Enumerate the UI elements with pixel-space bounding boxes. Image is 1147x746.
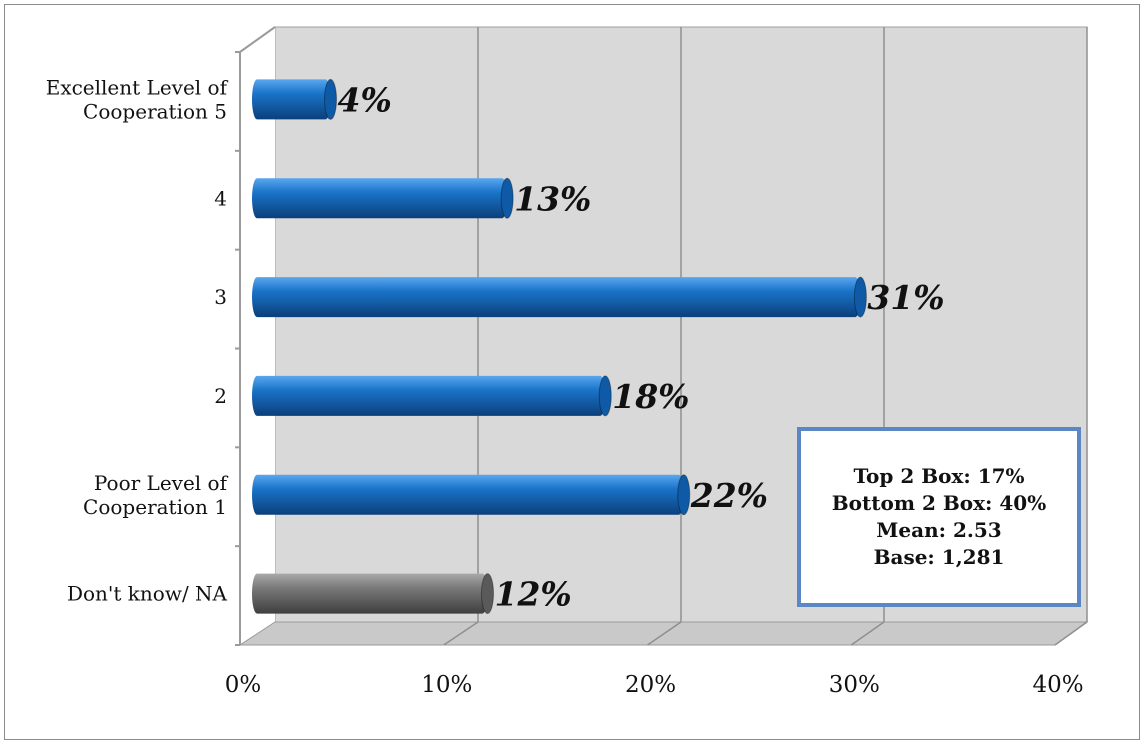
- bar-end-cap: [481, 573, 494, 615]
- plot-floor: [238, 621, 1089, 646]
- bar: [252, 573, 494, 615]
- mean-stat: Mean: 2.53: [876, 518, 1002, 542]
- bar-body: [252, 474, 684, 515]
- data-label: 22%: [690, 476, 768, 515]
- category-label-line: Poor Level of: [94, 471, 229, 495]
- category-label-line: Excellent Level of: [46, 75, 229, 99]
- category-label: Poor Level of Cooperation 1: [83, 471, 229, 519]
- floor-gridline: [850, 621, 885, 646]
- data-label: 4%: [338, 80, 392, 119]
- category-label-line: Cooperation 5: [83, 99, 227, 123]
- x-tick-labels: 0% 10% 20% 30% 40%: [225, 672, 1084, 698]
- bar: [252, 474, 691, 516]
- category-label-line: 3: [214, 285, 227, 309]
- data-label: 18%: [612, 377, 689, 416]
- bar-end-cap: [324, 78, 337, 120]
- category-label-line: Cooperation 1: [83, 495, 227, 519]
- bar-body: [252, 375, 606, 416]
- y-axis-top-edge: [239, 26, 276, 53]
- bar-end-cap: [500, 177, 514, 219]
- category-label: 3: [214, 285, 227, 309]
- bar-end-cap: [598, 375, 612, 417]
- category-label: 2: [214, 384, 227, 408]
- floor-gridline: [647, 621, 682, 646]
- x-tick-label: 30%: [829, 672, 880, 698]
- plot-side-wall: [240, 27, 275, 645]
- bar-body: [252, 573, 488, 614]
- summary-stats-box: Top 2 Box: 17% Bottom 2 Box: 40% Mean: 2…: [797, 427, 1081, 607]
- category-label: Excellent Level of Cooperation 5: [46, 75, 229, 123]
- x-tick-label: 40%: [1032, 672, 1083, 698]
- bottom-2-box-stat: Bottom 2 Box: 40%: [831, 491, 1047, 515]
- y-axis: [235, 26, 276, 646]
- data-label: 13%: [514, 179, 591, 218]
- top-2-box-stat: Top 2 Box: 17%: [853, 464, 1025, 488]
- bar: [252, 375, 612, 417]
- bar: [252, 78, 337, 120]
- bar-body: [252, 178, 508, 219]
- x-tick-label: 0%: [225, 672, 262, 698]
- category-label-line: Don't know/ NA: [67, 582, 228, 606]
- bar-end-cap: [677, 474, 691, 516]
- x-tick-label: 10%: [421, 672, 472, 698]
- x-tick-label: 20%: [625, 672, 676, 698]
- bar: [252, 276, 867, 318]
- bar-end-cap: [853, 276, 867, 318]
- data-label: 31%: [867, 278, 944, 317]
- category-labels: Excellent Level of Cooperation 5 4 3 2 Poor L…: [46, 75, 229, 605]
- floor-gridline: [1054, 621, 1088, 646]
- bar-body: [252, 277, 861, 318]
- base-stat: Base: 1,281: [873, 545, 1005, 569]
- bar-body: [252, 79, 331, 120]
- category-label-line: 2: [214, 384, 227, 408]
- category-label: Don't know/ NA: [67, 582, 228, 606]
- category-label: 4: [214, 186, 227, 210]
- data-labels: 4% 13% 31% 18% 22% 12%: [338, 80, 945, 613]
- category-label-line: 4: [214, 186, 227, 210]
- floor-gridline: [443, 621, 479, 646]
- bar: [252, 177, 514, 219]
- data-label: 12%: [495, 575, 572, 614]
- bars: [252, 78, 867, 615]
